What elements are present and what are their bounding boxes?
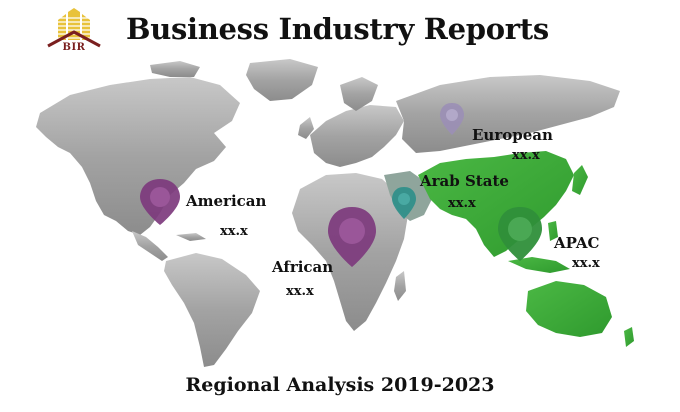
- pin-arab-state[interactable]: [392, 187, 416, 219]
- bir-logo: BIR: [44, 6, 104, 56]
- region-value-african: xx.x: [286, 284, 314, 299]
- region-value-european: xx.x: [512, 148, 540, 163]
- caribbean: [176, 233, 206, 241]
- logo-text: BIR: [62, 42, 86, 53]
- uk: [298, 117, 314, 139]
- pin-apac[interactable]: [498, 207, 542, 261]
- region-value-apac: xx.x: [572, 256, 600, 271]
- page-subtitle: Regional Analysis 2019-2023: [185, 374, 495, 396]
- pin-european[interactable]: [440, 103, 464, 135]
- arctic-islands: [150, 61, 200, 77]
- scandinavia: [340, 77, 378, 111]
- region-name-arab-state: Arab State: [420, 172, 509, 190]
- philippines: [548, 221, 558, 241]
- logo-building-icon: [47, 8, 101, 48]
- region-name-european: European: [472, 126, 553, 144]
- page-title: Business Industry Reports: [126, 12, 549, 46]
- madagascar: [394, 271, 406, 301]
- se-asia-islands: [508, 257, 570, 273]
- apac-region: [418, 151, 574, 257]
- world-map: [36, 59, 634, 367]
- europe: [310, 105, 404, 167]
- greenland: [246, 59, 318, 101]
- pin-african[interactable]: [328, 207, 376, 267]
- region-name-apac: APAC: [554, 234, 600, 252]
- north-america: [36, 77, 240, 235]
- region-name-african: African: [272, 258, 334, 276]
- region-value-arab-state: xx.x: [448, 196, 476, 211]
- region-name-american: American: [186, 192, 267, 210]
- new-zealand: [624, 327, 634, 347]
- japan: [572, 165, 588, 195]
- pin-american[interactable]: [140, 179, 180, 225]
- south-america: [164, 253, 260, 367]
- region-value-american: xx.x: [220, 224, 248, 239]
- central-america: [132, 231, 168, 261]
- australia: [526, 281, 612, 337]
